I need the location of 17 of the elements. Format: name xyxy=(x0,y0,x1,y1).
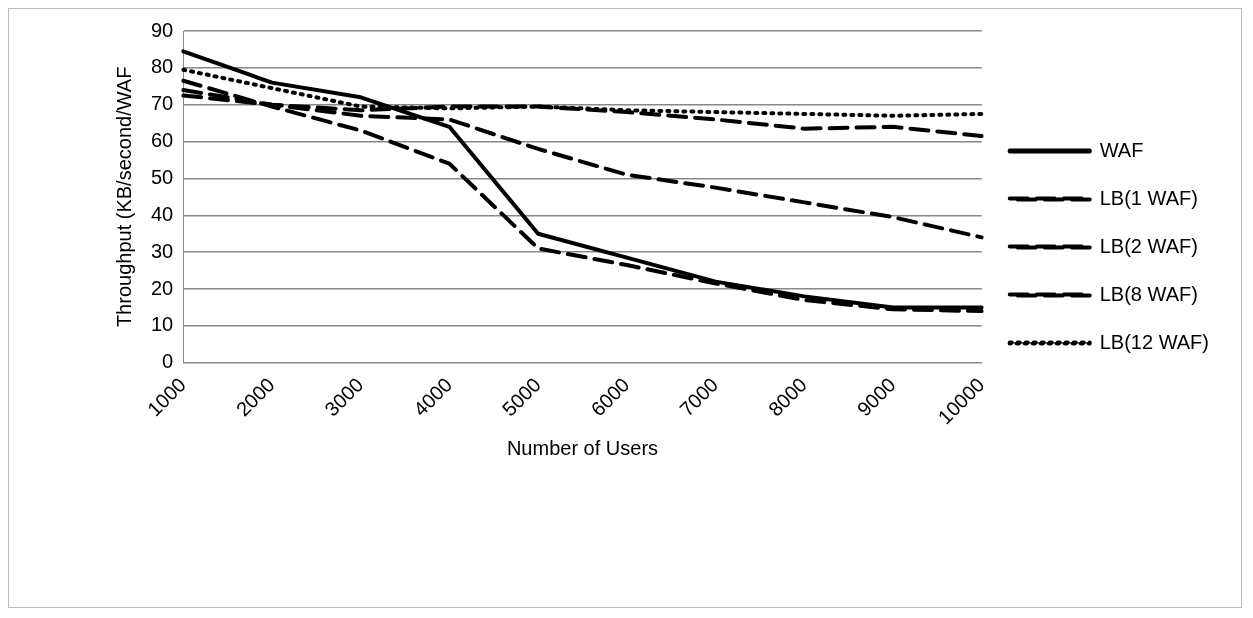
y-axis-title: Throughput (KB/second/WAF xyxy=(112,66,135,328)
legend-label: WAF xyxy=(1099,138,1144,161)
y-tick-label: 0 xyxy=(162,350,174,373)
legend-label: LB(2 WAF) xyxy=(1099,234,1198,257)
y-tick-label: 50 xyxy=(151,165,174,188)
y-tick-label: 20 xyxy=(151,276,174,299)
y-tick-label: 80 xyxy=(151,55,174,78)
y-tick-label: 70 xyxy=(151,92,174,115)
y-tick-label: 90 xyxy=(151,18,174,41)
x-axis-title: Number of Users xyxy=(506,436,659,459)
legend-label: LB(8 WAF) xyxy=(1099,282,1198,305)
legend-label: LB(1 WAF) xyxy=(1099,186,1198,209)
y-tick-label: 40 xyxy=(151,202,174,225)
y-tick-label: 10 xyxy=(151,313,174,336)
y-tick-label: 60 xyxy=(151,129,174,152)
legend-label: LB(12 WAF) xyxy=(1099,330,1209,353)
y-tick-label: 30 xyxy=(151,239,174,262)
